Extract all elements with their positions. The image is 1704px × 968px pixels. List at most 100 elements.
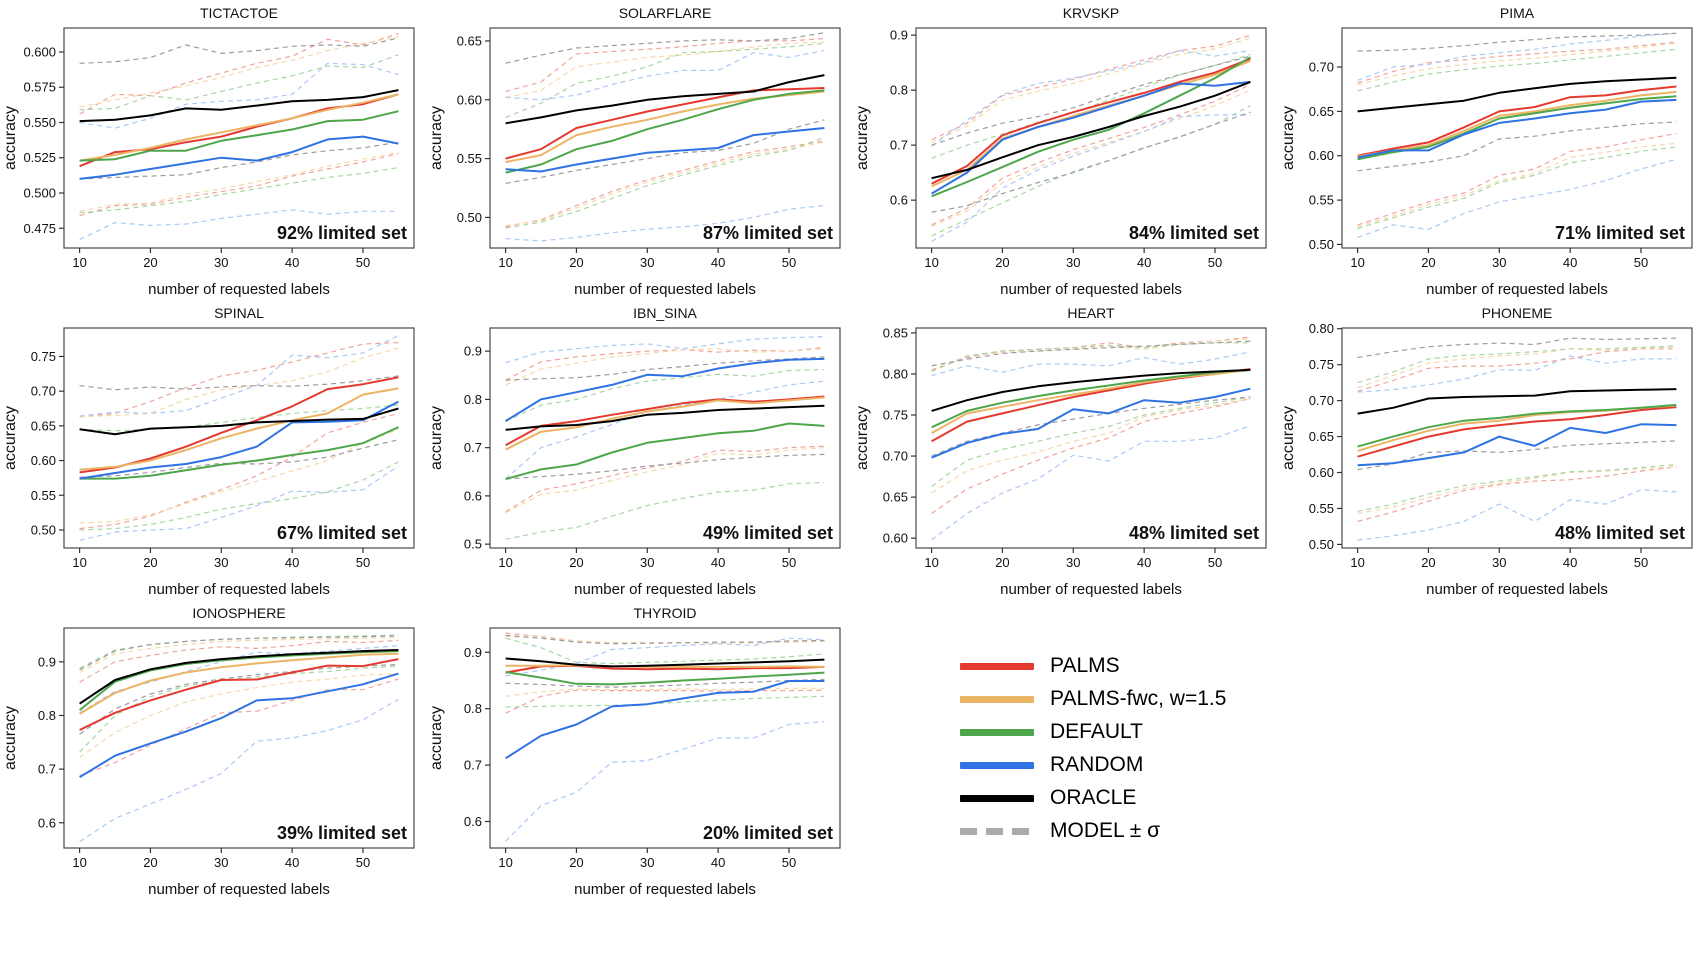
chart-svg-phoneme: 0.50 0.55 0.60 0.65 0.70 0.75 0.80 10 20 30 40 50 PH…: [1280, 305, 1693, 598]
x-tick-label: 40: [1137, 255, 1151, 270]
legend-item-model-: MODEL ± σ: [960, 819, 1226, 843]
y-tick-label: 0.8: [890, 83, 908, 98]
chart-phoneme: 0.50 0.55 0.60 0.65 0.70 0.75 0.80 10 20 30 40 50 PH…: [1278, 302, 1704, 602]
x-tick-label: 30: [640, 855, 654, 870]
y-tick-label: 0.475: [23, 221, 56, 236]
chart-title: THYROID: [634, 605, 697, 621]
y-tick-label: 0.50: [457, 210, 482, 225]
chart-solarflare: 0.50 0.55 0.60 0.65 10 20 30 40 50 SOLARFLARE 87% …: [426, 2, 852, 302]
y-tick-label: 0.75: [31, 349, 56, 364]
chart-svg-ibn_sina: 0.5 0.6 0.7 0.8 0.9 10 20 30 40 50 IBN_SINA 49% lim…: [428, 305, 841, 598]
chart-ibn_sina: 0.5 0.6 0.7 0.8 0.9 10 20 30 40 50 IBN_SINA 49% lim…: [426, 302, 852, 602]
chart-svg-spinal: 0.50 0.55 0.60 0.65 0.70 0.75 10 20 30 40 50 SPINAL…: [2, 305, 415, 598]
legend-label: PALMS-fwc, w=1.5: [1050, 687, 1227, 710]
y-tick-label: 0.8: [464, 392, 482, 407]
limited-set-annotation: 71% limited set: [1555, 223, 1685, 243]
x-axis-label: number of requested labels: [1426, 281, 1608, 298]
y-tick-label: 0.65: [31, 418, 56, 433]
x-tick-label: 20: [143, 555, 157, 570]
x-axis-label: number of requested labels: [148, 881, 330, 898]
x-tick-label: 30: [1492, 255, 1506, 270]
y-tick-label: 0.7: [890, 138, 908, 153]
limited-set-annotation: 39% limited set: [277, 823, 407, 843]
y-tick-label: 0.7: [464, 758, 482, 773]
x-tick-label: 40: [1563, 255, 1577, 270]
x-tick-label: 40: [1563, 555, 1577, 570]
x-axis-label: number of requested labels: [1000, 581, 1182, 598]
y-tick-label: 0.65: [457, 33, 482, 48]
x-tick-label: 30: [1492, 555, 1506, 570]
y-tick-label: 0.65: [1309, 429, 1334, 444]
y-tick-label: 0.50: [31, 522, 56, 537]
y-axis-label: accuracy: [428, 106, 445, 170]
x-tick-label: 10: [1350, 555, 1364, 570]
y-axis-label: accuracy: [2, 106, 19, 170]
chart-svg-pima: 0.50 0.55 0.60 0.65 0.70 10 20 30 40 50 PIMA 71% li…: [1280, 5, 1693, 298]
chart-svg-heart: 0.60 0.65 0.70 0.75 0.80 0.85 10 20 30 40 50 HEART 4…: [854, 305, 1267, 598]
chart-ionosphere: 0.6 0.7 0.8 0.9 10 20 30 40 50 IONOSPHERE 39% limi…: [0, 602, 426, 902]
x-tick-label: 30: [1066, 255, 1080, 270]
chart-title: HEART: [1067, 305, 1115, 321]
y-tick-label: 0.8: [464, 701, 482, 716]
legend-item-palms: PALMS: [960, 654, 1226, 678]
chart-thyroid: 0.6 0.7 0.8 0.9 10 20 30 40 50 THYROID 20% limited…: [426, 602, 852, 902]
chart-title: SPINAL: [214, 305, 264, 321]
x-tick-label: 30: [214, 255, 228, 270]
x-tick-label: 10: [498, 855, 512, 870]
y-tick-label: 0.9: [38, 654, 56, 669]
y-tick-label: 0.9: [890, 28, 908, 43]
x-tick-label: 20: [995, 255, 1009, 270]
y-tick-label: 0.85: [883, 325, 908, 340]
x-axis-label: number of requested labels: [574, 281, 756, 298]
legend-item-palms-fwc-w-1-5: PALMS-fwc, w=1.5: [960, 687, 1226, 711]
limited-set-annotation: 84% limited set: [1129, 223, 1259, 243]
x-tick-label: 30: [640, 555, 654, 570]
y-tick-label: 0.7: [464, 440, 482, 455]
legend-swatch-icon: [960, 794, 1034, 802]
x-tick-label: 40: [711, 555, 725, 570]
y-tick-label: 0.9: [464, 645, 482, 660]
x-tick-label: 50: [1634, 555, 1648, 570]
legend-label: PALMS: [1050, 654, 1120, 677]
x-tick-label: 20: [143, 255, 157, 270]
x-tick-label: 10: [72, 555, 86, 570]
x-axis-label: number of requested labels: [148, 581, 330, 598]
x-axis-label: number of requested labels: [1000, 281, 1182, 298]
x-tick-label: 40: [711, 255, 725, 270]
y-tick-label: 0.70: [1309, 393, 1334, 408]
x-tick-label: 50: [1208, 555, 1222, 570]
x-tick-label: 40: [285, 255, 299, 270]
y-tick-label: 0.6: [38, 815, 56, 830]
y-tick-label: 0.65: [883, 490, 908, 505]
y-tick-label: 0.6: [464, 814, 482, 829]
x-tick-label: 20: [1421, 555, 1435, 570]
limited-set-annotation: 92% limited set: [277, 223, 407, 243]
x-axis-label: number of requested labels: [574, 581, 756, 598]
y-tick-label: 0.550: [23, 115, 56, 130]
legend-label: RANDOM: [1050, 753, 1144, 776]
legend-label: MODEL ± σ: [1050, 819, 1161, 842]
y-tick-label: 0.600: [23, 44, 56, 59]
x-tick-label: 10: [924, 255, 938, 270]
chart-svg-solarflare: 0.50 0.55 0.60 0.65 10 20 30 40 50 SOLARFLARE 87% …: [428, 5, 841, 298]
y-tick-label: 0.80: [883, 366, 908, 381]
y-axis-label: accuracy: [1280, 406, 1297, 470]
legend: PALMS PALMS-fwc, w=1.5 DEFAULT RANDOM ORACLE…: [960, 654, 1226, 843]
x-tick-label: 20: [569, 255, 583, 270]
limited-set-annotation: 49% limited set: [703, 523, 833, 543]
x-tick-label: 50: [356, 255, 370, 270]
y-tick-label: 0.75: [883, 408, 908, 423]
chart-title: IONOSPHERE: [192, 605, 285, 621]
chart-svg-tictactoe: 0.475 0.500 0.525 0.550 0.575 0.600 10 20 30 40 50…: [2, 5, 415, 298]
x-tick-label: 30: [214, 855, 228, 870]
y-axis-label: accuracy: [854, 406, 871, 470]
legend-swatch-icon: [960, 827, 1034, 835]
chart-spinal: 0.50 0.55 0.60 0.65 0.70 0.75 10 20 30 40 50 SPINAL…: [0, 302, 426, 602]
x-tick-label: 20: [995, 555, 1009, 570]
limited-set-annotation: 87% limited set: [703, 223, 833, 243]
x-tick-label: 10: [924, 555, 938, 570]
x-tick-label: 30: [640, 255, 654, 270]
y-tick-label: 0.60: [883, 531, 908, 546]
y-tick-label: 0.60: [457, 92, 482, 107]
